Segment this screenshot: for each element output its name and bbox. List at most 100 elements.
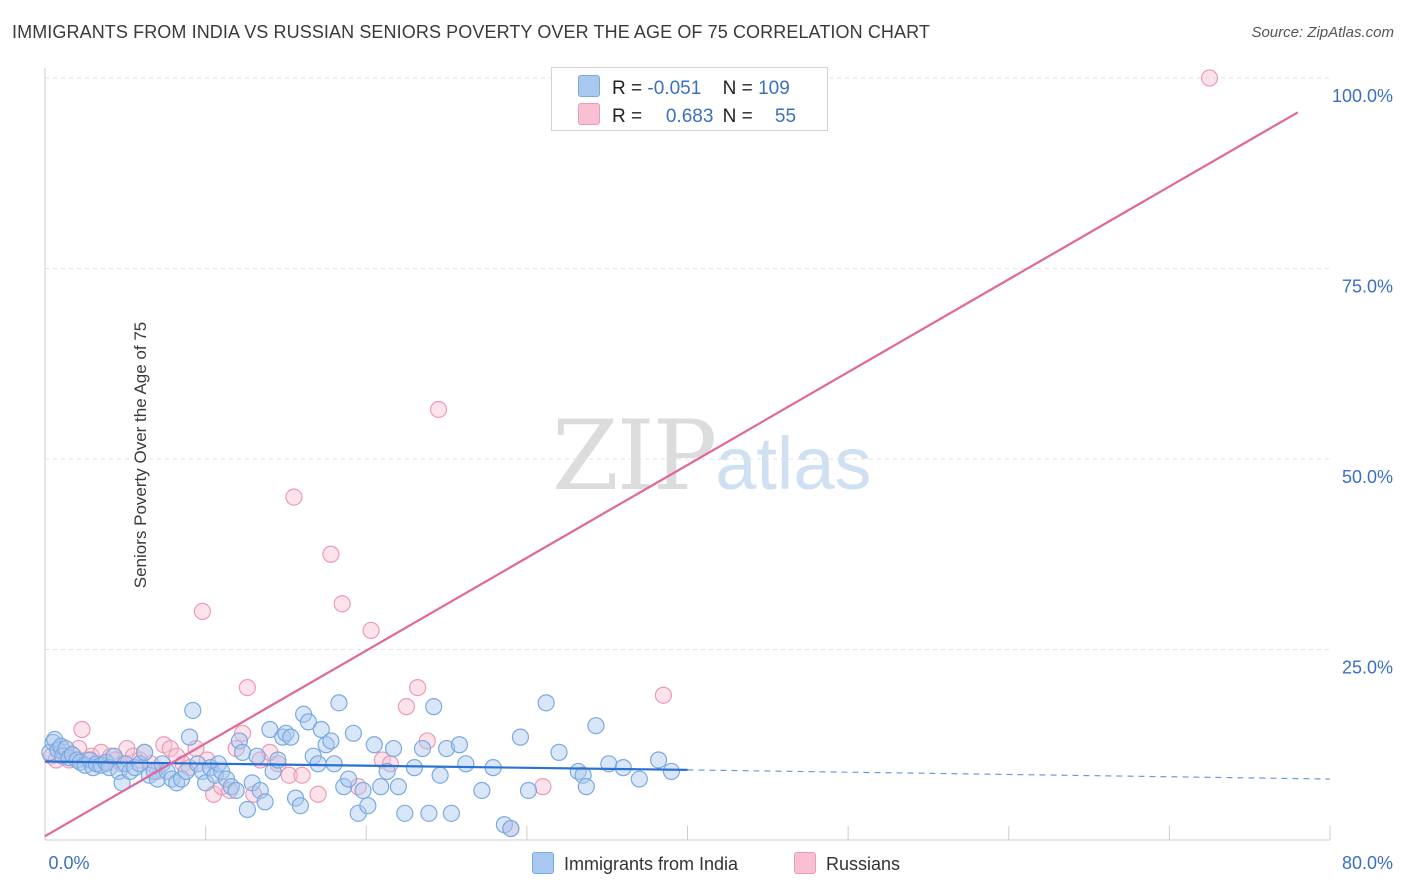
bottom-legend-swatch-russians bbox=[794, 852, 816, 874]
point-india-78 bbox=[372, 778, 390, 796]
point-india-76 bbox=[359, 797, 377, 815]
point-india-85 bbox=[420, 804, 438, 822]
point-india-66 bbox=[312, 720, 330, 739]
point-india-96 bbox=[511, 728, 530, 746]
watermark-atlas: atlas bbox=[715, 422, 872, 505]
point-india-108 bbox=[662, 762, 681, 781]
point-india-68 bbox=[322, 732, 340, 750]
point-india-84 bbox=[413, 739, 432, 758]
point-russians-28 bbox=[193, 602, 212, 621]
watermark-zip: ZIP bbox=[552, 400, 717, 512]
trendline-russians bbox=[44, 111, 1299, 838]
point-india-86 bbox=[425, 698, 443, 716]
legend-russians-n: 55 bbox=[774, 106, 797, 127]
bottom-legend-india: Immigrants from India bbox=[532, 852, 738, 875]
point-india-54 bbox=[261, 720, 279, 739]
legend-russians-r: 0.683 bbox=[665, 106, 714, 127]
bottom-legend-swatch-india bbox=[532, 852, 554, 874]
point-india-106 bbox=[630, 770, 648, 788]
point-india-105 bbox=[614, 759, 632, 777]
legend-n-label: N = bbox=[722, 106, 753, 127]
point-india-61 bbox=[291, 797, 309, 815]
point-russians-55 bbox=[534, 778, 552, 796]
point-india-82 bbox=[396, 804, 414, 822]
legend-r-label: R = bbox=[612, 78, 643, 99]
point-russians-7 bbox=[73, 720, 91, 739]
point-russians-35 bbox=[238, 678, 256, 697]
watermark: ZIPatlas bbox=[552, 400, 872, 512]
trendline-india-extension bbox=[687, 769, 1331, 780]
source-credit: Source: ZipAtlas.com bbox=[1251, 24, 1394, 41]
point-india-59 bbox=[282, 728, 300, 746]
point-india-89 bbox=[442, 804, 460, 822]
point-india-91 bbox=[457, 755, 475, 773]
point-india-79 bbox=[378, 762, 396, 781]
point-russians-40 bbox=[280, 766, 298, 784]
point-india-83 bbox=[405, 759, 424, 777]
point-russians-51 bbox=[409, 678, 427, 697]
point-india-77 bbox=[365, 736, 383, 754]
point-india-97 bbox=[519, 781, 538, 800]
legend-n-label: N = bbox=[722, 78, 753, 99]
y-axis-label: Seniors Poverty Over the Age of 75 bbox=[131, 321, 151, 589]
point-india-35 bbox=[180, 728, 199, 746]
point-india-49 bbox=[238, 800, 256, 819]
point-india-103 bbox=[587, 717, 605, 735]
legend-r-label: R = bbox=[612, 106, 643, 127]
correlation-legend: R = -0.051 N = 109 R = 0.683 N = 55 bbox=[551, 67, 828, 131]
point-india-75 bbox=[354, 781, 372, 800]
legend-india-n: 109 bbox=[758, 78, 790, 99]
chart-title: IMMIGRANTS FROM INDIA VS RUSSIAN SENIORS… bbox=[12, 22, 931, 42]
point-russians-58 bbox=[1200, 69, 1219, 87]
y-tick-label-25: 25.0% bbox=[1342, 658, 1393, 678]
bottom-legend-russians: Russians bbox=[794, 852, 900, 875]
x-tick-label-0: 0.0% bbox=[48, 853, 89, 873]
point-india-53 bbox=[256, 793, 274, 811]
point-india-69 bbox=[325, 755, 343, 773]
point-india-95 bbox=[502, 819, 520, 838]
point-india-81 bbox=[389, 778, 407, 796]
point-russians-43 bbox=[309, 785, 327, 803]
point-india-70 bbox=[330, 694, 348, 712]
y-tick-label-75: 75.0% bbox=[1342, 277, 1393, 297]
bottom-legend-russians-label: Russians bbox=[826, 854, 901, 874]
legend-india-r: -0.051 bbox=[647, 78, 702, 99]
legend-row-india: R = -0.051 N = 109 bbox=[578, 75, 790, 100]
y-tick-label-100: 100.0% bbox=[1332, 86, 1393, 106]
point-india-92 bbox=[473, 781, 491, 800]
point-russians-56 bbox=[654, 686, 673, 704]
point-russians-45 bbox=[333, 595, 351, 613]
legend-row-russians: R = 0.683 N = 55 bbox=[578, 103, 796, 128]
point-india-65 bbox=[309, 755, 327, 773]
point-india-90 bbox=[450, 736, 469, 754]
y-tick-label-50: 50.0% bbox=[1342, 467, 1393, 487]
point-india-80 bbox=[384, 739, 403, 758]
point-russians-44 bbox=[322, 545, 340, 563]
point-india-87 bbox=[431, 766, 449, 784]
point-india-46 bbox=[227, 781, 245, 800]
point-india-72 bbox=[339, 770, 358, 788]
point-russians-41 bbox=[285, 488, 303, 506]
point-india-73 bbox=[344, 724, 362, 742]
point-india-63 bbox=[299, 713, 318, 731]
point-russians-47 bbox=[362, 621, 380, 640]
point-russians-42 bbox=[293, 766, 311, 784]
point-india-2 bbox=[46, 730, 64, 749]
point-india-36 bbox=[184, 701, 202, 720]
point-india-51 bbox=[248, 747, 266, 765]
legend-swatch-india bbox=[578, 75, 600, 97]
point-india-6 bbox=[57, 739, 75, 758]
point-russians-50 bbox=[397, 698, 416, 716]
point-india-88 bbox=[437, 739, 456, 758]
point-russians-53 bbox=[429, 400, 448, 419]
trendline-india bbox=[44, 760, 688, 771]
point-india-48 bbox=[233, 743, 252, 761]
point-india-98 bbox=[537, 694, 555, 712]
point-india-99 bbox=[550, 743, 568, 761]
point-india-102 bbox=[577, 778, 595, 796]
legend-swatch-russians bbox=[578, 103, 600, 125]
point-india-107 bbox=[649, 751, 668, 769]
bottom-legend-india-label: Immigrants from India bbox=[564, 854, 739, 874]
point-india-25 bbox=[135, 743, 154, 761]
